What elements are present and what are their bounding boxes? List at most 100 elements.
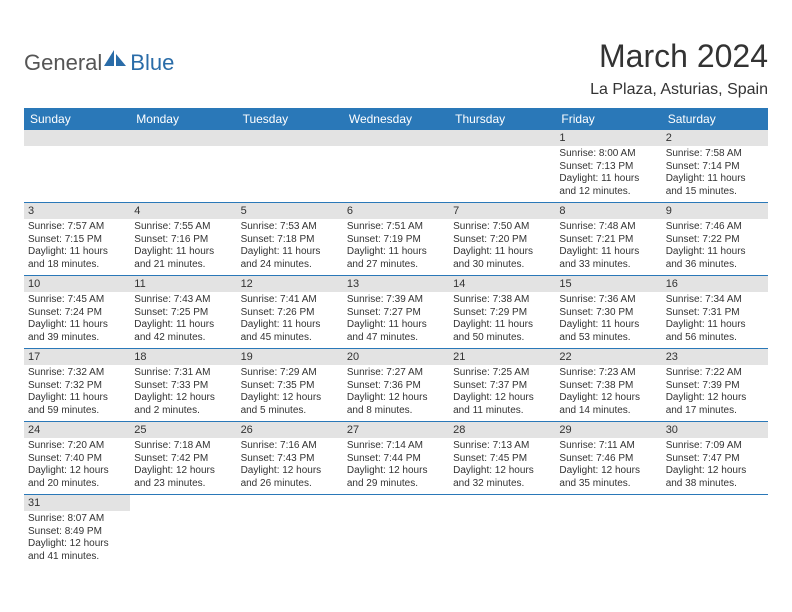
day-number: 14 <box>449 276 555 292</box>
calendar-day: 11Sunrise: 7:43 AMSunset: 7:25 PMDayligh… <box>130 276 236 348</box>
sunrise-text: Sunrise: 7:29 AM <box>241 367 339 380</box>
daylight-text: Daylight: 12 hours and 32 minutes. <box>453 465 551 490</box>
calendar-day: 21Sunrise: 7:25 AMSunset: 7:37 PMDayligh… <box>449 349 555 421</box>
day-number <box>449 495 555 511</box>
day-header: Wednesday <box>343 108 449 130</box>
sunrise-text: Sunrise: 7:36 AM <box>559 294 657 307</box>
sunrise-text: Sunrise: 7:32 AM <box>28 367 126 380</box>
day-body: Sunrise: 7:46 AMSunset: 7:22 PMDaylight:… <box>662 219 768 275</box>
day-number: 28 <box>449 422 555 438</box>
day-number: 6 <box>343 203 449 219</box>
day-number <box>24 130 130 146</box>
calendar-day: 24Sunrise: 7:20 AMSunset: 7:40 PMDayligh… <box>24 422 130 494</box>
calendar-day: 25Sunrise: 7:18 AMSunset: 7:42 PMDayligh… <box>130 422 236 494</box>
calendar-day: 30Sunrise: 7:09 AMSunset: 7:47 PMDayligh… <box>662 422 768 494</box>
sail-icon <box>104 50 126 68</box>
calendar-day: 10Sunrise: 7:45 AMSunset: 7:24 PMDayligh… <box>24 276 130 348</box>
day-body: Sunrise: 7:36 AMSunset: 7:30 PMDaylight:… <box>555 292 661 348</box>
calendar-day: 28 Sunrise: 7:13 AMSunset: 7:45 PMDayligh… <box>449 422 555 494</box>
day-number: 12 <box>237 276 343 292</box>
day-body: Sunrise: 7:58 AMSunset: 7:14 PMDaylight:… <box>662 146 768 202</box>
sunrise-text: Sunrise: 8:07 AM <box>28 513 126 526</box>
daylight-text: Daylight: 11 hours and 50 minutes. <box>453 319 551 344</box>
sunrise-text: Sunrise: 7:57 AM <box>28 221 126 234</box>
day-body: Sunrise: 7:27 AMSunset: 7:36 PMDaylight:… <box>343 365 449 421</box>
sunset-text: Sunset: 7:47 PM <box>666 453 764 466</box>
sunrise-text: Sunrise: 7:39 AM <box>347 294 445 307</box>
sunrise-text: Sunrise: 7:20 AM <box>28 440 126 453</box>
daylight-text: Daylight: 12 hours and 2 minutes. <box>134 392 232 417</box>
calendar-day-empty <box>343 495 449 567</box>
calendar-table: SundayMondayTuesdayWednesdayThursdayFrid… <box>24 108 768 567</box>
day-header: Monday <box>130 108 236 130</box>
sunset-text: Sunset: 7:39 PM <box>666 380 764 393</box>
calendar-week-row: 31Sunrise: 8:07 AMSunset: 8:49 PMDayligh… <box>24 495 768 567</box>
day-number: 3 <box>24 203 130 219</box>
daylight-text: Daylight: 12 hours and 20 minutes. <box>28 465 126 490</box>
sunset-text: Sunset: 7:46 PM <box>559 453 657 466</box>
calendar-day: 27Sunrise: 7:14 AMSunset: 7:44 PMDayligh… <box>343 422 449 494</box>
calendar-day: 2Sunrise: 7:58 AMSunset: 7:14 PMDaylight… <box>662 130 768 202</box>
day-body: Sunrise: 7:29 AMSunset: 7:35 PMDaylight:… <box>237 365 343 421</box>
day-body <box>449 511 555 561</box>
sunrise-text: Sunrise: 7:13 AM <box>453 440 551 453</box>
daylight-text: Daylight: 11 hours and 36 minutes. <box>666 246 764 271</box>
sunset-text: Sunset: 7:24 PM <box>28 307 126 320</box>
daylight-text: Daylight: 11 hours and 12 minutes. <box>559 173 657 198</box>
day-number: 25 <box>130 422 236 438</box>
day-number <box>662 495 768 511</box>
day-number <box>555 495 661 511</box>
daylight-text: Daylight: 11 hours and 21 minutes. <box>134 246 232 271</box>
sunset-text: Sunset: 7:40 PM <box>28 453 126 466</box>
daylight-text: Daylight: 11 hours and 47 minutes. <box>347 319 445 344</box>
calendar-day-empty <box>449 130 555 202</box>
sunset-text: Sunset: 7:14 PM <box>666 161 764 174</box>
daylight-text: Daylight: 11 hours and 30 minutes. <box>453 246 551 271</box>
sunrise-text: Sunrise: 7:31 AM <box>134 367 232 380</box>
day-header: Saturday <box>662 108 768 130</box>
day-number: 7 <box>449 203 555 219</box>
daylight-text: Daylight: 11 hours and 56 minutes. <box>666 319 764 344</box>
day-number: 20 <box>343 349 449 365</box>
sunrise-text: Sunrise: 7:27 AM <box>347 367 445 380</box>
brand-logo: General Blue <box>24 50 174 76</box>
sunset-text: Sunset: 7:27 PM <box>347 307 445 320</box>
calendar-day: 3Sunrise: 7:57 AMSunset: 7:15 PMDaylight… <box>24 203 130 275</box>
day-body: Sunrise: 7:20 AMSunset: 7:40 PMDaylight:… <box>24 438 130 494</box>
calendar-day-empty <box>449 495 555 567</box>
calendar-header-row: SundayMondayTuesdayWednesdayThursdayFrid… <box>24 108 768 130</box>
calendar-day: 19Sunrise: 7:29 AMSunset: 7:35 PMDayligh… <box>237 349 343 421</box>
day-body <box>237 146 343 196</box>
sunrise-text: Sunrise: 7:48 AM <box>559 221 657 234</box>
sunset-text: Sunset: 7:44 PM <box>347 453 445 466</box>
sunset-text: Sunset: 7:19 PM <box>347 234 445 247</box>
day-number: 5 <box>237 203 343 219</box>
calendar-day: 23Sunrise: 7:22 AMSunset: 7:39 PMDayligh… <box>662 349 768 421</box>
sunrise-text: Sunrise: 7:53 AM <box>241 221 339 234</box>
calendar-day-empty <box>130 130 236 202</box>
day-number: 18 <box>130 349 236 365</box>
sunset-text: Sunset: 7:32 PM <box>28 380 126 393</box>
day-body: Sunrise: 7:11 AMSunset: 7:46 PMDaylight:… <box>555 438 661 494</box>
day-number <box>237 495 343 511</box>
daylight-text: Daylight: 12 hours and 11 minutes. <box>453 392 551 417</box>
daylight-text: Daylight: 11 hours and 15 minutes. <box>666 173 764 198</box>
sunrise-text: Sunrise: 7:51 AM <box>347 221 445 234</box>
calendar-week-row: 3Sunrise: 7:57 AMSunset: 7:15 PMDaylight… <box>24 203 768 276</box>
sunset-text: Sunset: 7:45 PM <box>453 453 551 466</box>
sunset-text: Sunset: 7:30 PM <box>559 307 657 320</box>
daylight-text: Daylight: 12 hours and 23 minutes. <box>134 465 232 490</box>
day-body <box>343 146 449 196</box>
day-number: 19 <box>237 349 343 365</box>
calendar-day: 15Sunrise: 7:36 AMSunset: 7:30 PMDayligh… <box>555 276 661 348</box>
sunrise-text: Sunrise: 7:45 AM <box>28 294 126 307</box>
calendar-day-empty <box>237 495 343 567</box>
day-number: 1 <box>555 130 661 146</box>
day-header: Thursday <box>449 108 555 130</box>
logo-text-2: Blue <box>130 50 174 76</box>
day-header: Friday <box>555 108 661 130</box>
day-body <box>343 511 449 561</box>
sunset-text: Sunset: 7:43 PM <box>241 453 339 466</box>
sunset-text: Sunset: 7:21 PM <box>559 234 657 247</box>
sunset-text: Sunset: 7:13 PM <box>559 161 657 174</box>
